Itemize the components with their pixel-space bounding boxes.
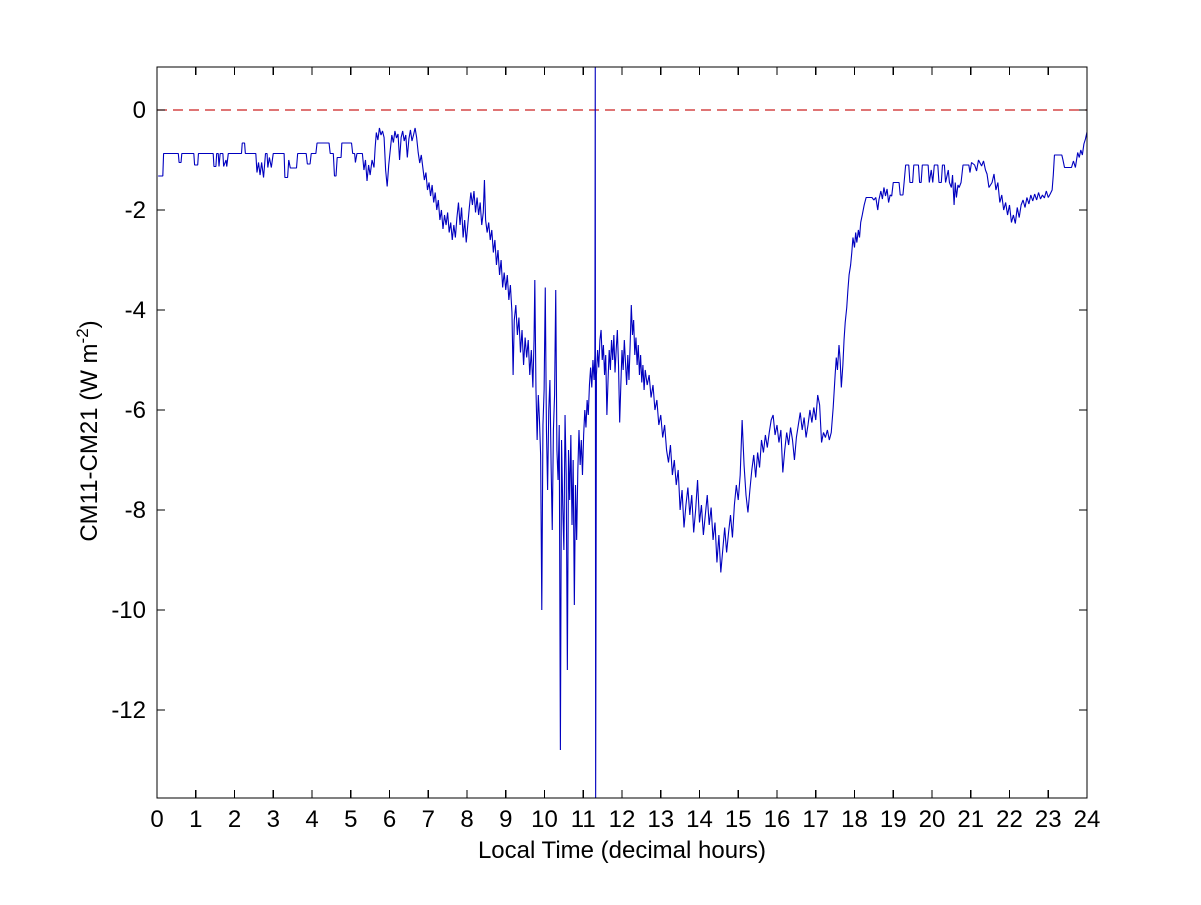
y-axis-label-main: CM11-CM21 (W m — [76, 343, 103, 542]
y-tick-label: -6 — [125, 397, 146, 424]
x-axis-label: Local Time (decimal hours) — [477, 837, 767, 864]
y-tick-label: -12 — [111, 697, 146, 724]
x-tick-label: 23 — [1035, 806, 1062, 833]
x-tick-label: 13 — [647, 806, 674, 833]
x-tick-label: 15 — [725, 806, 752, 833]
y-axis-label: CM11-CM21 (W m-2) — [73, 320, 104, 542]
x-tick-label: 11 — [571, 806, 596, 833]
x-tick-label: 14 — [686, 806, 713, 833]
y-tick-label: -4 — [125, 297, 146, 324]
y-tick-label: -8 — [125, 497, 146, 524]
x-tick-label: 24 — [1074, 806, 1101, 833]
x-tick-label: 18 — [841, 806, 868, 833]
x-tick-label: 1 — [189, 806, 202, 833]
x-tick-label: 8 — [460, 806, 473, 833]
x-tick-label: 22 — [996, 806, 1023, 833]
x-tick-label: 12 — [609, 806, 636, 833]
x-tick-label: 20 — [919, 806, 946, 833]
y-axis-label-close: ) — [76, 320, 103, 329]
x-tick-label: 17 — [802, 806, 829, 833]
x-tick-label: 2 — [228, 806, 241, 833]
x-tick-label: 19 — [880, 806, 907, 833]
y-axis-label-superscript: -2 — [73, 328, 92, 344]
irradiance-difference-line — [158, 67, 1087, 798]
y-tick-label: -2 — [125, 197, 146, 224]
axes-box — [156, 66, 1088, 799]
y-tick-label: -10 — [111, 597, 146, 624]
x-tick-label: 0 — [150, 806, 163, 833]
x-tick-label: 16 — [764, 806, 791, 833]
x-tick-label: 7 — [422, 806, 435, 833]
y-tick-label: 0 — [133, 97, 146, 124]
x-tick-label: 6 — [383, 806, 396, 833]
x-tick-label: 5 — [344, 806, 357, 833]
x-tick-label: 4 — [305, 806, 318, 833]
x-tick-label: 10 — [531, 806, 558, 833]
x-tick-label: 3 — [267, 806, 280, 833]
x-tick-label: 9 — [499, 806, 512, 833]
x-tick-label: 21 — [957, 806, 984, 833]
